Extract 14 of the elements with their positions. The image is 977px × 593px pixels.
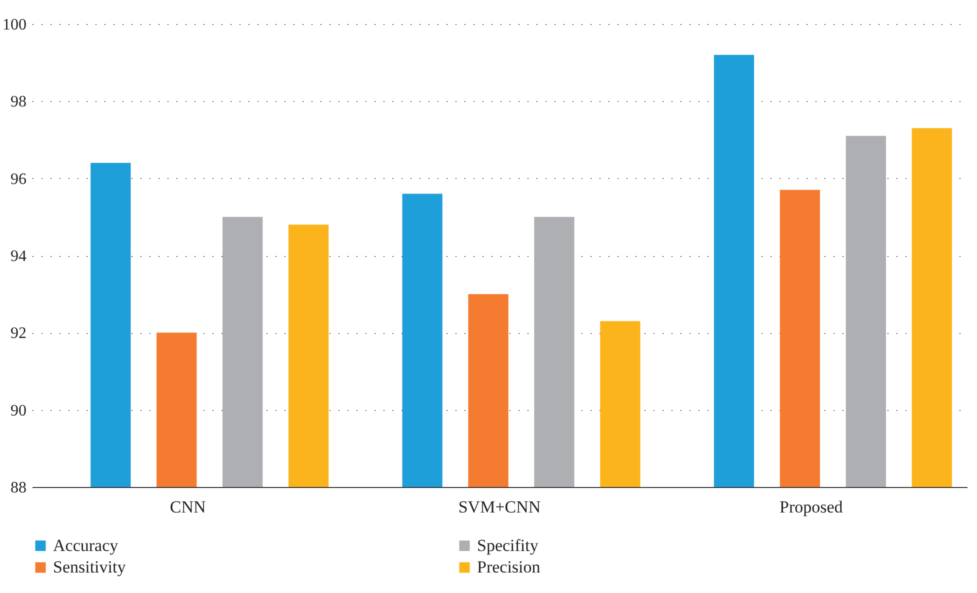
x-tick-label: CNN xyxy=(170,498,206,516)
y-tick-label: 96 xyxy=(10,170,26,188)
y-tick-label: 98 xyxy=(10,94,26,111)
legend-label: Specifity xyxy=(477,536,539,555)
y-tick-label: 92 xyxy=(10,325,26,342)
y-tick-label: 88 xyxy=(10,480,26,496)
y-tick-label: 94 xyxy=(10,248,26,265)
legend-label: Sensitivity xyxy=(53,558,126,576)
legend-label: Accuracy xyxy=(53,536,119,555)
y-tick-label: 100 xyxy=(2,16,26,34)
x-tick-label: Proposed xyxy=(780,498,844,516)
legend-label: Precision xyxy=(477,558,541,576)
y-tick-label: 90 xyxy=(10,402,26,420)
x-tick-label: SVM+CNN xyxy=(458,498,541,516)
